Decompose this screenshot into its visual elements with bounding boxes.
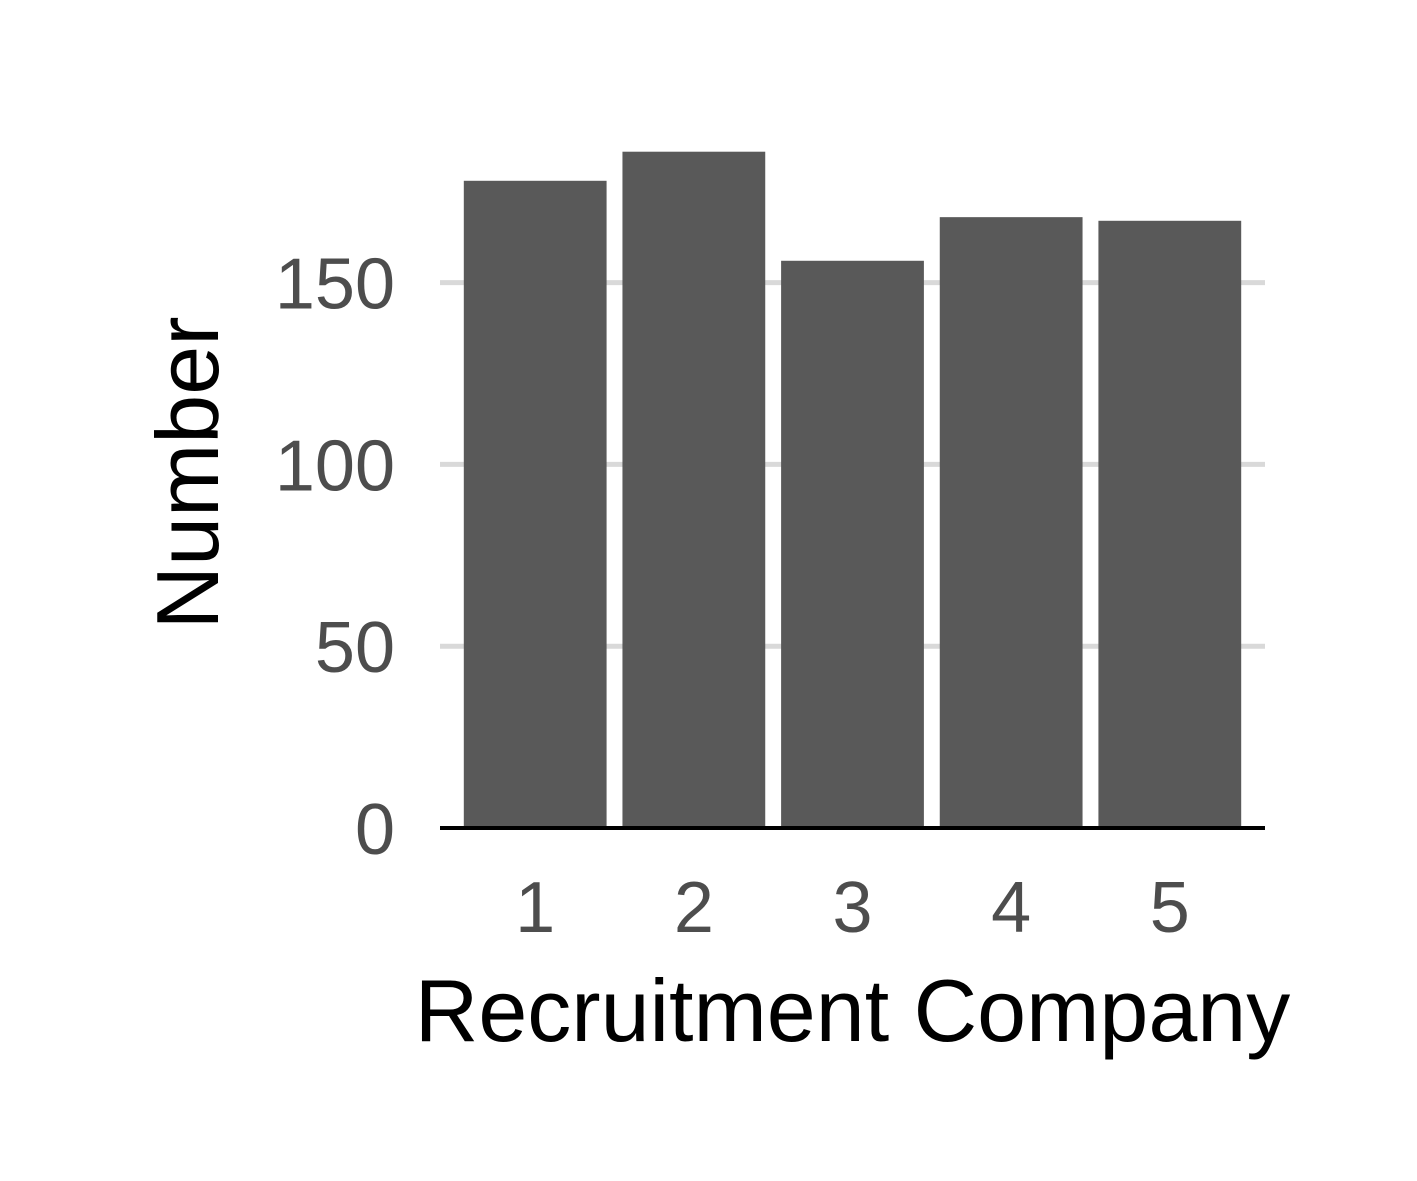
y-tick-labels: 0 50 100 150 bbox=[275, 245, 395, 870]
bar-5 bbox=[1098, 220, 1242, 829]
x-axis-title: Recruitment Company bbox=[415, 961, 1290, 1060]
bars bbox=[463, 151, 1242, 829]
bar-4 bbox=[939, 217, 1083, 829]
x-tick-labels: 1 2 3 4 5 bbox=[515, 868, 1190, 948]
bar-3 bbox=[781, 260, 924, 828]
x-tick-label-1: 1 bbox=[515, 868, 555, 948]
y-tick-label-150: 150 bbox=[275, 245, 395, 325]
bar-1 bbox=[463, 180, 607, 829]
x-tick-label-2: 2 bbox=[674, 868, 714, 948]
x-tick-label-5: 5 bbox=[1150, 868, 1190, 948]
y-axis-title: Number bbox=[138, 317, 237, 630]
x-tick-label-3: 3 bbox=[832, 868, 872, 948]
bar-2 bbox=[622, 151, 766, 829]
x-tick-label-4: 4 bbox=[991, 868, 1031, 948]
y-tick-label-50: 50 bbox=[315, 608, 395, 688]
y-tick-label-100: 100 bbox=[275, 426, 395, 506]
y-tick-label-0: 0 bbox=[355, 790, 395, 870]
